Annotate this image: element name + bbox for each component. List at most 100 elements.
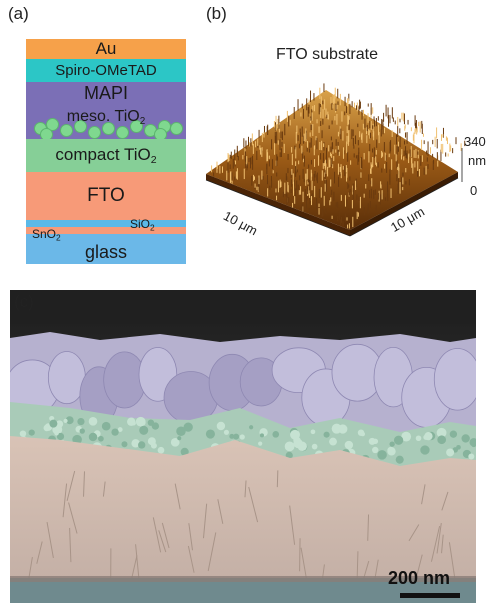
tio2-bead: [130, 120, 143, 133]
fto-grain-boundary: [62, 483, 68, 518]
fto-grain-boundary: [430, 525, 441, 562]
layer-au-label: Au: [95, 39, 117, 58]
tio2-nanoparticle: [180, 447, 189, 456]
layer-fto-label: FTO: [87, 185, 125, 206]
tio2-nanoparticle: [331, 423, 342, 434]
tio2-bead: [88, 126, 101, 139]
fto-grain-boundary: [367, 514, 370, 541]
sem-image: [10, 290, 476, 603]
tio2-nanoparticle: [147, 419, 155, 426]
afm-side-right: [350, 172, 458, 236]
afm-title: FTO substrate: [276, 46, 378, 63]
fto-grain-boundary: [441, 534, 444, 554]
fto-grain-boundary: [217, 499, 224, 524]
tio2-nanoparticle: [415, 435, 422, 442]
tio2-nanoparticle: [28, 429, 35, 436]
tio2-nanoparticle: [272, 431, 280, 438]
afm-z-max: 340: [464, 134, 486, 149]
panel-c-label: (c): [14, 292, 34, 311]
afm-x-axis: [205, 179, 351, 237]
tio2-bead: [170, 122, 183, 135]
tio2-nanoparticle: [177, 436, 182, 441]
tio2-nanoparticle: [117, 427, 123, 433]
tio2-nanoparticle: [43, 424, 50, 432]
tio2-nanoparticle: [147, 437, 156, 446]
layer-compact-label: compact TiO2: [55, 144, 157, 167]
panel-a-label: (a): [8, 4, 29, 23]
afm-topography-image: [205, 83, 466, 237]
tio2-nanoparticle: [176, 426, 186, 437]
fto-grain-boundary: [46, 521, 54, 559]
panel-b-label: (b): [206, 4, 227, 23]
fto-grain-boundary: [207, 532, 217, 572]
fto-grain-boundary: [276, 470, 279, 488]
scale-bar: [400, 593, 460, 598]
tio2-bead: [46, 118, 59, 131]
tio2-nanoparticle: [446, 448, 455, 457]
tio2-nanoparticle: [297, 441, 307, 452]
sem-fto-layer: [10, 436, 476, 580]
tio2-nanoparticle: [249, 425, 254, 430]
tio2-nanoparticle: [19, 430, 27, 437]
tio2-nanoparticle: [157, 446, 165, 454]
tio2-nanoparticle: [98, 435, 104, 442]
tio2-nanoparticle: [239, 434, 245, 440]
tio2-nanoparticle: [216, 421, 226, 431]
fto-grain-boundary: [135, 544, 140, 581]
fto-grain-boundary: [68, 502, 78, 534]
tio2-nanoparticle: [424, 432, 433, 441]
fto-grain-boundary: [300, 547, 308, 580]
tio2-nanoparticle: [55, 420, 64, 428]
fto-grain-boundary: [187, 545, 195, 573]
layer-au: Au: [26, 39, 186, 59]
fto-grain-boundary: [152, 517, 162, 553]
mapi-grain: [433, 348, 476, 411]
fto-grain-boundary: [248, 486, 259, 523]
tio2-nanoparticle: [456, 445, 461, 450]
tio2-nanoparticle: [101, 421, 111, 431]
tio2-nanoparticle: [229, 433, 235, 439]
layer-glass: glass: [26, 234, 186, 264]
sno2-label: SnO2: [32, 227, 61, 243]
tio2-nanoparticle: [377, 450, 387, 460]
layer-spiro-label: Spiro-OMeTAD: [55, 62, 157, 79]
tio2-nanoparticle: [233, 433, 240, 440]
tio2-nanoparticle: [357, 429, 365, 436]
tio2-nanoparticle: [63, 418, 68, 423]
tio2-nanoparticle: [310, 429, 316, 435]
tio2-nanoparticle: [88, 417, 98, 426]
tio2-nanoparticle: [387, 446, 395, 454]
tio2-nanoparticle: [372, 438, 379, 445]
afm-side-left: [206, 174, 350, 236]
tio2-nanoparticle: [389, 441, 395, 447]
tio2-nanoparticle: [401, 431, 412, 442]
tio2-nanoparticle: [131, 420, 136, 426]
layer-compact-tio2: compact TiO2: [26, 139, 186, 172]
tio2-nanoparticle: [258, 441, 263, 446]
tio2-nanoparticle: [437, 435, 447, 445]
tio2-nanoparticle: [471, 441, 476, 448]
fto-grain-boundary: [174, 483, 181, 510]
tio2-nanoparticle: [395, 455, 404, 464]
tio2-nanoparticle: [56, 432, 65, 441]
fto-grain-boundary: [102, 481, 106, 497]
fto-grain-boundary: [69, 527, 72, 563]
tio2-nanoparticle: [223, 429, 230, 435]
tio2-nanoparticle: [65, 416, 74, 425]
tio2-nanoparticle: [468, 453, 475, 460]
sem-cross-section-image: [10, 290, 476, 603]
tio2-nanoparticle: [183, 422, 193, 432]
tio2-nanoparticle: [205, 429, 215, 439]
sem-glass-layer: [10, 578, 476, 603]
scale-bar-label: 200 nm: [388, 568, 451, 588]
afm-z-min: 0: [470, 183, 478, 198]
layer-fto: FTO: [26, 172, 186, 220]
afm-z-unit: nm: [468, 153, 486, 168]
tio2-nanoparticle: [372, 446, 379, 454]
layer-meso-label: meso. TiO2: [66, 108, 146, 127]
fto-grain-boundary: [244, 480, 247, 498]
tio2-nanoparticle: [54, 430, 59, 436]
tio2-nanoparticle: [436, 427, 447, 438]
tio2-nanoparticle: [49, 419, 58, 428]
tio2-nanoparticle: [139, 425, 149, 435]
